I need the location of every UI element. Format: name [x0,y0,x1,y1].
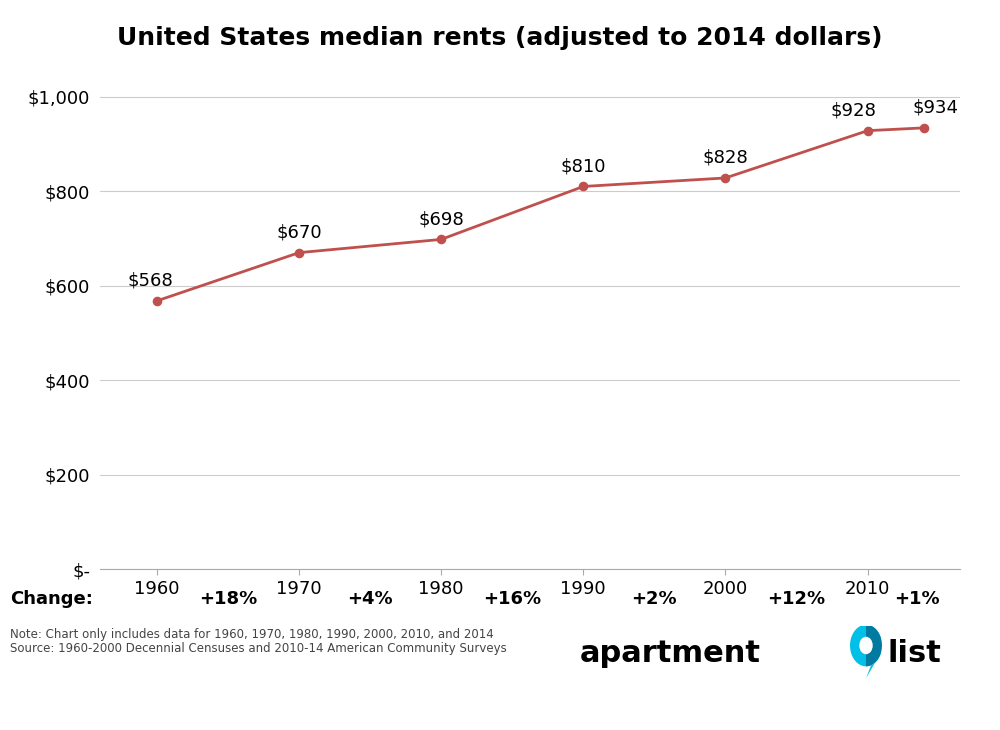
Text: United States median rents (adjusted to 2014 dollars): United States median rents (adjusted to … [117,26,883,50]
Text: Change:: Change: [10,591,93,608]
Point [916,122,932,134]
Text: $568: $568 [127,272,173,290]
Text: $670: $670 [276,223,322,242]
Polygon shape [866,625,882,678]
Point [717,172,733,184]
Text: Source: 1960-2000 Decennial Censuses and 2010-14 American Community Surveys: Source: 1960-2000 Decennial Censuses and… [10,642,507,656]
Text: +4%: +4% [347,591,393,608]
Text: +16%: +16% [483,591,541,608]
Text: apartment: apartment [580,639,761,668]
Point [433,234,449,245]
Text: $928: $928 [831,101,877,120]
Text: $698: $698 [418,210,464,228]
Text: +1%: +1% [895,591,940,608]
Text: Note: Chart only includes data for 1960, 1970, 1980, 1990, 2000, 2010, and 2014: Note: Chart only includes data for 1960,… [10,628,494,641]
Point [291,247,307,258]
Circle shape [859,637,873,654]
Polygon shape [850,625,881,678]
Text: +2%: +2% [632,591,677,608]
Point [575,180,591,192]
Point [860,125,876,137]
Point [149,295,165,307]
Text: $828: $828 [703,149,748,167]
Text: +12%: +12% [767,591,826,608]
Text: $810: $810 [561,158,606,175]
Text: list: list [888,639,942,668]
Text: $934: $934 [913,99,959,117]
Text: +18%: +18% [199,591,257,608]
